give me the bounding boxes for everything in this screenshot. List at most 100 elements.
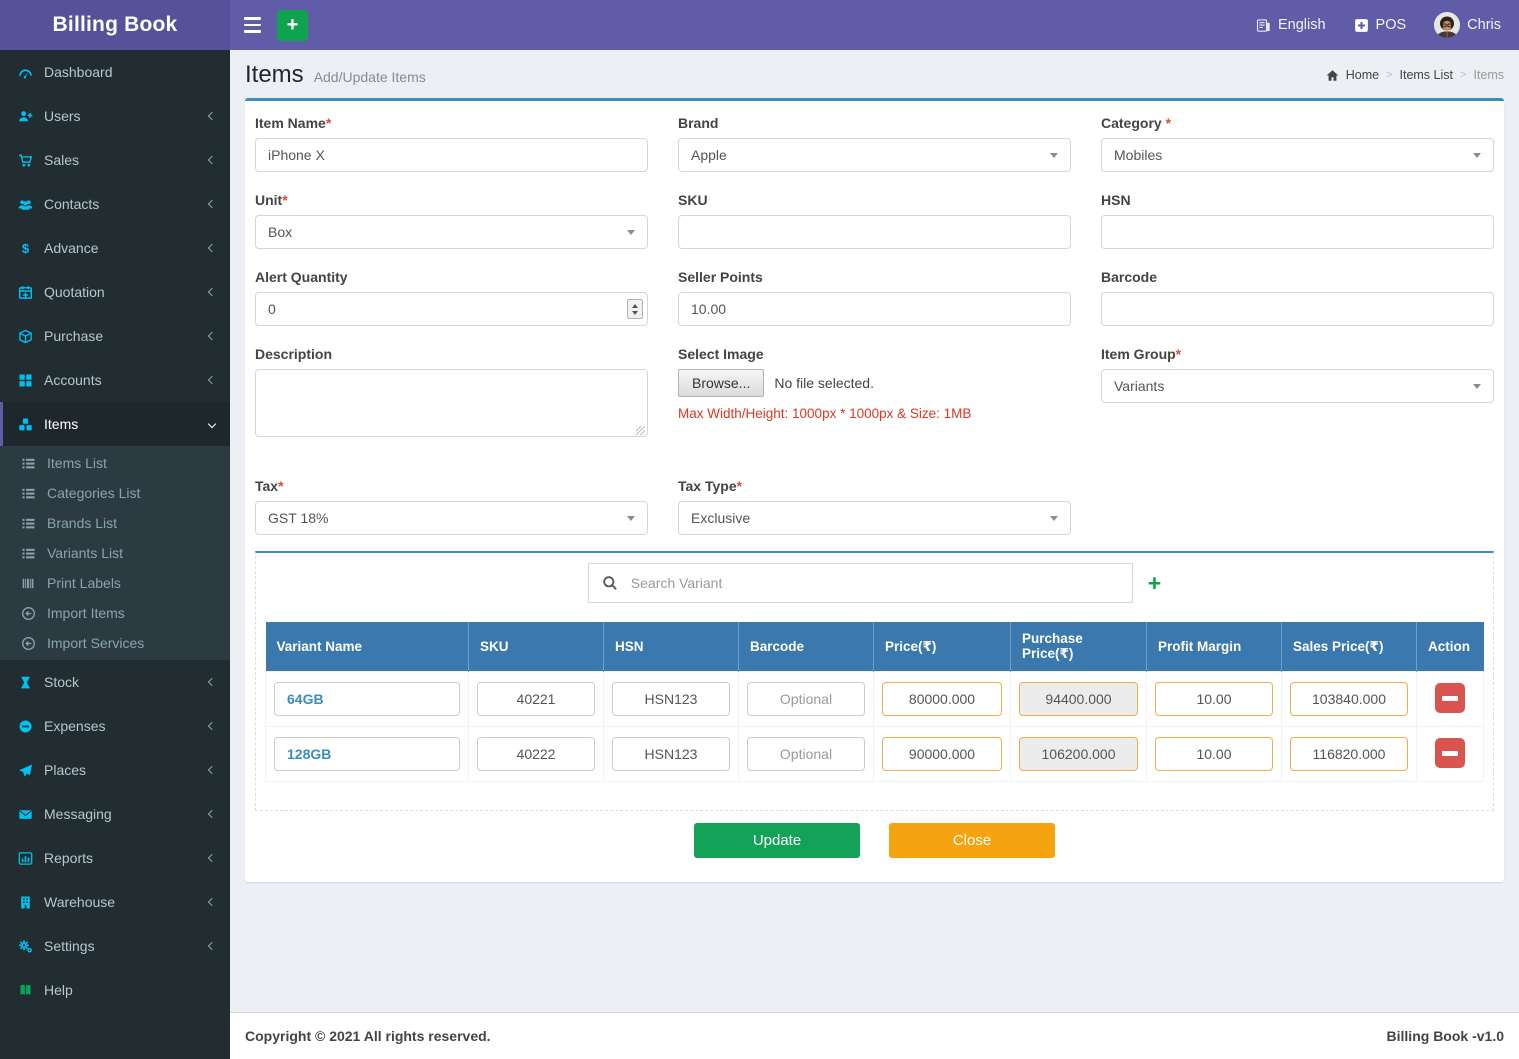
chevron-left-icon [207,199,217,209]
tax-type-select[interactable]: Exclusive [678,501,1071,535]
top-bar: Billing Book + English [0,0,1519,50]
variant-price-input[interactable] [882,737,1002,771]
remove-variant-button[interactable] [1435,738,1465,768]
hamburger-icon [243,23,261,27]
variant-hsn-input[interactable] [612,737,730,771]
sidebar-item-label: Users [44,108,81,124]
sidebar-item-dashboard[interactable]: Dashboard [0,50,230,94]
sidebar-toggle-button[interactable] [230,0,274,50]
list-icon [22,518,35,528]
alert-quantity-input[interactable] [255,292,648,326]
sidebar-item-label: Messaging [44,806,112,822]
variant-price-input[interactable] [882,682,1002,716]
sidebar-item-purchase[interactable]: Purchase [0,314,230,358]
app-logo[interactable]: Billing Book [0,0,230,50]
browse-button[interactable]: Browse... [678,369,765,397]
breadcrumb-home[interactable]: Home [1345,68,1380,82]
sidebar-item-label: Sales [44,152,80,168]
sidebar-item-label: Contacts [44,196,100,212]
sidebar-subitem-print-labels[interactable]: Print Labels [0,568,230,598]
breadcrumb-current: Items [1473,68,1504,82]
chevron-left-icon [207,243,217,253]
variant-sku-input[interactable] [477,682,595,716]
sidebar-item-users[interactable]: Users [0,94,230,138]
item-form-card: Item Name* Brand Apple Category * Mob [245,98,1504,882]
variant-search-input[interactable] [628,574,1119,592]
sidebar-item-stock[interactable]: Stock [0,660,230,704]
table-row [265,726,1484,782]
variant-hsn-input[interactable] [612,682,730,716]
variant-barcode-input[interactable] [747,737,865,771]
language-icon [1256,18,1270,32]
brand-select[interactable]: Apple [678,138,1071,172]
sidebar-item-accounts[interactable]: Accounts [0,358,230,402]
unit-select[interactable]: Box [255,215,648,249]
home-icon [1326,69,1339,81]
variant-name-input[interactable] [274,737,460,771]
variant-barcode-input[interactable] [747,682,865,716]
sidebar-item-contacts[interactable]: Contacts [0,182,230,226]
category-value: Mobiles [1114,147,1163,163]
resize-grip[interactable] [636,426,645,435]
group-icon [18,199,33,210]
navbar-right: English POS [1256,12,1519,38]
sidebar-item-label: Purchase [44,328,104,344]
barcode-label: Barcode [1101,269,1158,285]
description-textarea[interactable] [255,369,648,437]
pos-menu[interactable]: POS [1354,17,1406,33]
sidebar-subitem-import-services[interactable]: Import Services [0,628,230,658]
sidebar-item-settings[interactable]: Settings [0,924,230,968]
item-name-label: Item Name* [255,115,332,131]
user-menu[interactable]: Chris [1434,12,1501,38]
hsn-input[interactable] [1101,215,1494,249]
sidebar-item-reports[interactable]: Reports [0,836,230,880]
sku-input[interactable] [678,215,1071,249]
sidebar-item-sales[interactable]: Sales [0,138,230,182]
variant-sales-price-input[interactable] [1290,682,1408,716]
close-button[interactable]: Close [889,823,1055,858]
chevron-left-icon [207,941,217,951]
variant-sku-input[interactable] [477,737,595,771]
sidebar-item-warehouse[interactable]: Warehouse [0,880,230,924]
quick-add-button[interactable]: + [277,9,308,41]
sidebar-item-label: Quotation [44,284,105,300]
item-name-input[interactable] [255,138,648,172]
sidebar-item-help[interactable]: Help [0,968,230,1012]
items-submenu: Items List Categories List [0,446,230,660]
sidebar-item-messaging[interactable]: Messaging [0,792,230,836]
no-file-text: No file selected. [774,375,874,391]
image-size-note: Max Width/Height: 1000px * 1000px & Size… [678,406,972,421]
sidebar-subitem-brands-list[interactable]: Brands List [0,508,230,538]
seller-points-input[interactable] [678,292,1071,326]
language-label: English [1277,17,1326,33]
tax-select[interactable]: GST 18% [255,501,648,535]
language-menu[interactable]: English [1256,17,1326,33]
category-select[interactable]: Mobiles [1101,138,1494,172]
variant-name-input[interactable] [274,682,460,716]
sidebar-item-places[interactable]: Places [0,748,230,792]
quantity-stepper[interactable] [627,299,643,319]
sidebar-subitem-variants-list[interactable]: Variants List [0,538,230,568]
sidebar-subitem-items-list[interactable]: Items List [0,448,230,478]
item-group-value: Variants [1114,378,1165,394]
update-button[interactable]: Update [694,823,860,858]
sidebar-item-items[interactable]: Items [0,402,230,446]
sidebar-item-expenses[interactable]: Expenses [0,704,230,748]
sidebar: Dashboard Users Sales [0,50,230,1059]
sidebar-item-label: Items [44,416,79,432]
chevron-down-icon [1473,383,1481,389]
remove-variant-button[interactable] [1435,683,1465,713]
sidebar-subitem-import-items[interactable]: Import Items [0,598,230,628]
sidebar-item-advance[interactable]: $ Advance [0,226,230,270]
sidebar-item-quotation[interactable]: Quotation [0,270,230,314]
chevron-down-icon [1050,152,1058,158]
breadcrumb-items-list[interactable]: Items List [1399,68,1454,82]
variant-profit-margin-input[interactable] [1155,737,1273,771]
variant-profit-margin-input[interactable] [1155,682,1273,716]
sidebar-subitem-categories-list[interactable]: Categories List [0,478,230,508]
add-variant-button[interactable]: + [1147,569,1162,596]
item-group-select[interactable]: Variants [1101,369,1494,403]
variant-sales-price-input[interactable] [1290,737,1408,771]
barcode-input[interactable] [1101,292,1494,326]
user-avatar [1434,12,1461,38]
